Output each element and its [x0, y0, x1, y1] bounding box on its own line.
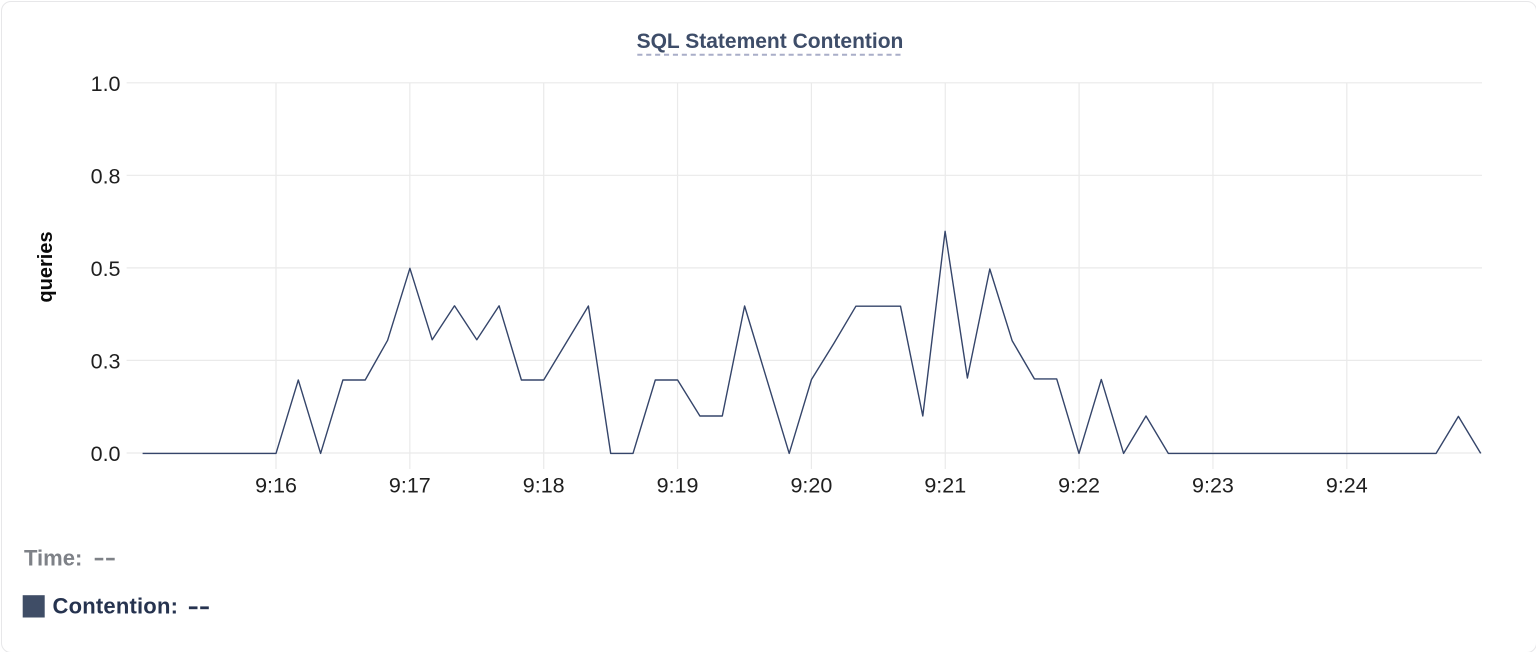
svg-text:0.0: 0.0 [91, 442, 121, 466]
svg-text:1.0: 1.0 [91, 72, 121, 96]
svg-text:0.5: 0.5 [91, 257, 121, 281]
svg-text:Contention:: Contention: [53, 594, 179, 619]
svg-text:Time:: Time: [24, 545, 82, 570]
svg-text:0.8: 0.8 [91, 165, 121, 189]
svg-text:9:18: 9:18 [523, 473, 565, 497]
svg-text:9:20: 9:20 [790, 473, 832, 497]
svg-text:9:24: 9:24 [1326, 473, 1368, 497]
svg-text:SQL Statement Contention: SQL Statement Contention [637, 30, 904, 53]
svg-text:9:17: 9:17 [389, 473, 431, 497]
svg-text:9:16: 9:16 [255, 473, 297, 497]
svg-text:9:21: 9:21 [924, 473, 966, 497]
svg-text:9:19: 9:19 [657, 473, 699, 497]
svg-text:9:22: 9:22 [1058, 473, 1100, 497]
svg-text:0.3: 0.3 [91, 350, 121, 374]
svg-text:9:23: 9:23 [1192, 473, 1234, 497]
svg-text:queries: queries [35, 231, 57, 302]
